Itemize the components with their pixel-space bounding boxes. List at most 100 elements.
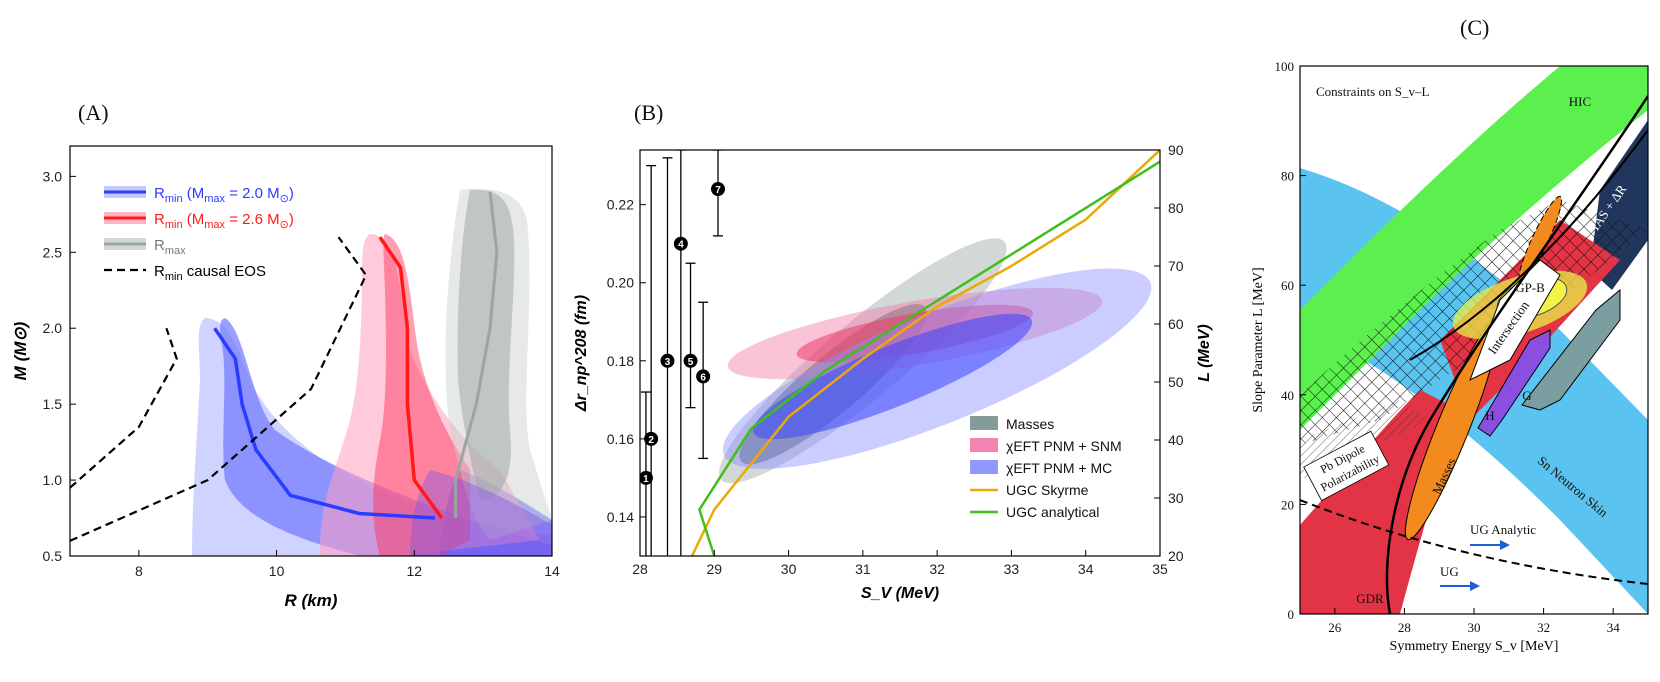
panel-a-label: (A) [78, 100, 109, 125]
region-g [1521, 288, 1621, 411]
legend-label-rmin-2.6: Rmin (Mmax = 2.6 M⊙) [154, 211, 294, 231]
panel-a: 8 10 12 14 0.5 1.0 1.5 2.0 2.5 3.0 Rmin (Mmax = 2… [11, 145, 560, 610]
numbered-point-label: 1 [643, 474, 649, 485]
rmin-2.0-line [213, 327, 436, 520]
ug-black-curve [1385, 95, 1648, 614]
panel-c-xtick-label: 30 [1468, 620, 1481, 635]
panel-a-ytick-label: 3.0 [43, 168, 63, 184]
panel-b-xtick-label: 29 [706, 561, 722, 577]
panel-b-y2tick-label: 40 [1168, 432, 1184, 448]
panel-c-xtick-label: 28 [1398, 620, 1411, 635]
panel-c: 26 28 30 32 34 0 20 40 60 80 100 Constraints on S_… [1251, 59, 1649, 654]
panel-c-ytick-label: 0 [1288, 607, 1295, 622]
blue-inner-band [220, 318, 552, 556]
panel-b-xtick-label: 34 [1078, 561, 1094, 577]
panel-c-ytick-label: 40 [1281, 388, 1294, 403]
pnm-mc-inner-ellipse [753, 313, 1033, 440]
panel-b-xtick-label: 30 [781, 561, 797, 577]
panel-b-ytick-label: 0.14 [607, 509, 634, 525]
numbered-point [660, 353, 675, 368]
arrow-ug-analytic-head [1500, 540, 1510, 550]
panel-b-y2tick-label: 20 [1168, 548, 1184, 564]
ugc-skyrme-curve [690, 150, 1160, 556]
region-h [1477, 329, 1551, 437]
arrow-ug-head [1470, 581, 1480, 591]
panel-c-ytick-label: 80 [1281, 169, 1294, 184]
legend-label-rmin-2.0: Rmin (Mmax = 2.0 M⊙) [154, 185, 294, 205]
causal-eos-line-1 [70, 327, 178, 489]
panel-a-ytick-label: 1.0 [43, 472, 63, 488]
panel-b-label: (B) [634, 100, 663, 125]
numbered-point [683, 353, 698, 368]
panel-a-xlabel: R (km) [285, 591, 338, 610]
label-pb-dipole-box: Pb Dipole Polarizability [1303, 430, 1390, 502]
legend-label: Masses [1006, 416, 1054, 432]
panel-b-y2tick-label: 70 [1168, 258, 1184, 274]
panel-a-xtick-label: 10 [269, 563, 285, 579]
panel-b-xtick-label: 28 [632, 561, 648, 577]
numbered-point-label: 3 [665, 357, 671, 368]
panel-c-xtick-label: 26 [1328, 620, 1342, 635]
legend-label: χEFT PNM + MC [1006, 460, 1112, 476]
panel-a-ytick-label: 1.5 [43, 396, 63, 412]
legend-swatch [970, 416, 998, 430]
label-hic: HIC [1569, 94, 1591, 109]
panel-b-y2tick-label: 60 [1168, 316, 1184, 332]
ugc-analytical-curve [698, 160, 1160, 556]
legend-label-causal: Rmin causal EOS [154, 263, 266, 283]
panel-a-ytick-label: 2.5 [43, 244, 63, 260]
panel-b-xtick-label: 31 [855, 561, 871, 577]
rmin-2.6-line [378, 236, 444, 520]
label-ug: UG [1440, 564, 1459, 579]
panel-a-frame [69, 145, 553, 557]
red-inner-band [373, 234, 470, 556]
legend-label: UGC Skyrme [1006, 482, 1089, 498]
legend-label: χEFT PNM + SNM [1006, 438, 1122, 454]
numbered-point [696, 369, 711, 384]
legend-label-rmax: Rmax [154, 237, 186, 257]
panel-b-ytick-label: 0.22 [607, 197, 634, 213]
panel-a-xtick-label: 8 [135, 563, 143, 579]
panel-a-ytick-label: 2.0 [43, 320, 63, 336]
panel-b-xtick-label: 33 [1004, 561, 1020, 577]
panel-b-ytick-label: 0.20 [607, 275, 634, 291]
panel-b-y2label: L (MeV) [1196, 324, 1213, 381]
panel-c-ytick-label: 60 [1281, 278, 1294, 293]
panel-c-label: (C) [1460, 15, 1489, 40]
panel-b-y2tick-label: 80 [1168, 200, 1184, 216]
numbered-point-label: 5 [688, 357, 694, 368]
purple-overlap [410, 470, 552, 556]
region-intersection [1469, 259, 1561, 382]
numbered-point [644, 431, 659, 446]
legend-swatch [970, 460, 998, 474]
panel-b-xlabel: S_V (MeV) [861, 585, 939, 602]
panel-c-ytick-label: 20 [1281, 497, 1294, 512]
label-gpb: GP-B [1515, 280, 1545, 295]
panel-a-legend: Rmin (Mmax = 2.0 M⊙) Rmin (Mmax = 2.6 M⊙… [104, 185, 294, 283]
panel-a-xtick-label: 14 [544, 563, 560, 579]
ug-black-curve-2 [1409, 129, 1648, 361]
numbered-point-label: 2 [648, 435, 654, 446]
label-gdr: GDR [1356, 591, 1384, 606]
panel-b-xtick-label: 32 [929, 561, 945, 577]
numbered-point [673, 236, 688, 251]
panel-c-xlabel: Symmetry Energy S_v [MeV] [1390, 639, 1559, 654]
panel-c-ylabel: Slope Parameter L [MeV] [1251, 267, 1266, 412]
ug-analytic-curve [1300, 499, 1648, 585]
label-ug-analytic: UG Analytic [1470, 522, 1536, 537]
panel-b-ytick-label: 0.16 [607, 431, 634, 447]
panel-b-y2tick-label: 50 [1168, 374, 1184, 390]
panel-c-xtick-label: 34 [1607, 620, 1621, 635]
panel-a-ytick-label: 0.5 [43, 548, 63, 564]
panel-c-title: Constraints on S_v–L [1316, 84, 1429, 99]
panel-b-y2tick-label: 90 [1168, 142, 1184, 158]
legend-swatch [970, 438, 998, 452]
numbered-point [711, 182, 725, 197]
region-gdr [1300, 390, 1460, 614]
panel-b-frame [639, 149, 1161, 557]
panel-c-ytick-label: 100 [1275, 59, 1295, 74]
numbered-point-label: 7 [715, 185, 721, 196]
numbered-point-label: 4 [678, 240, 684, 251]
panel-b-y2tick-label: 30 [1168, 490, 1184, 506]
